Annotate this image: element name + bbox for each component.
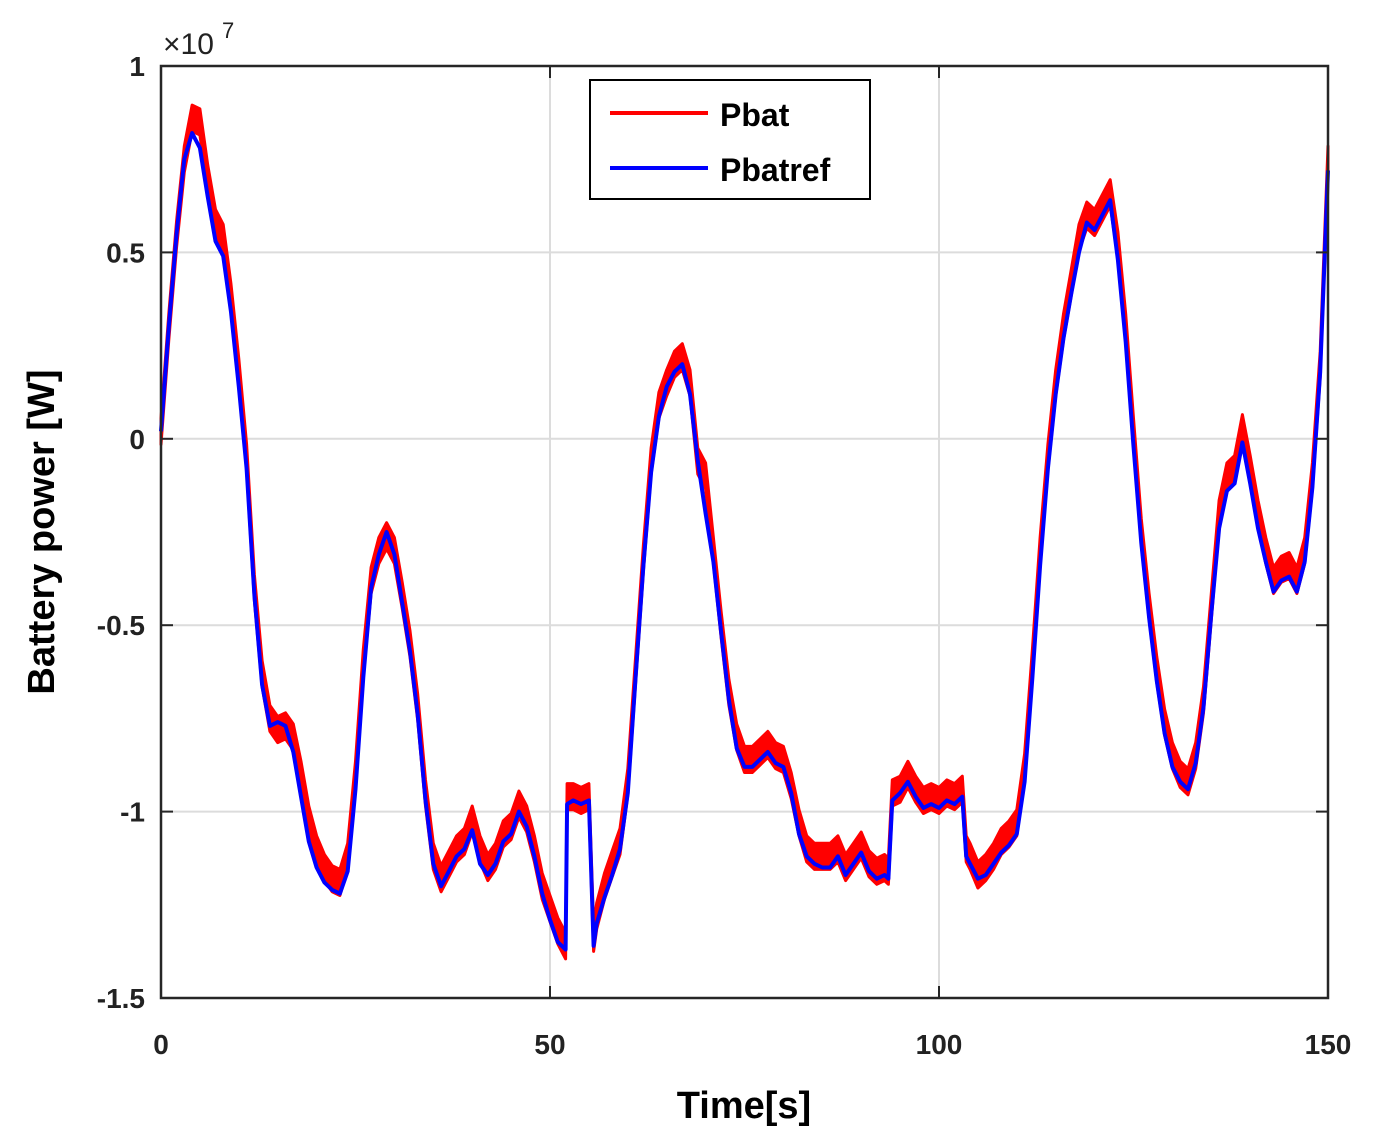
y-scale-prefix: ×10 (163, 28, 214, 61)
series-pbatref-line (159, 131, 1330, 952)
y-tick-label: 1 (129, 51, 145, 82)
legend-label-pbatref: Pbatref (720, 152, 831, 188)
x-tick-label: 100 (916, 1029, 963, 1060)
series-lines (159, 131, 1330, 952)
y-tick-label: -1.5 (97, 983, 145, 1014)
y-scale-exponent: 7 (222, 18, 234, 43)
x-tick-label: 150 (1305, 1029, 1352, 1060)
y-tick-label: -0.5 (97, 610, 145, 641)
x-tick-label: 50 (534, 1029, 565, 1060)
plot-frame (159, 64, 1330, 1000)
legend: Pbat Pbatref (589, 79, 871, 200)
y-tick-label: -1 (120, 797, 145, 828)
y-axis-title: Battery power [W] (21, 369, 63, 694)
grid (161, 66, 1328, 998)
ticks: 0 50 100 150 -1.5 -1 -0.5 0 0.5 1 (97, 51, 1352, 1060)
legend-box (589, 79, 871, 200)
plot-area (161, 66, 1328, 998)
x-axis-title: Time[s] (677, 1085, 811, 1127)
legend-label-pbat: Pbat (720, 97, 790, 133)
y-tick-label: 0.5 (106, 237, 145, 268)
y-tick-label: 0 (129, 424, 145, 455)
x-tick-label: 0 (153, 1029, 169, 1060)
